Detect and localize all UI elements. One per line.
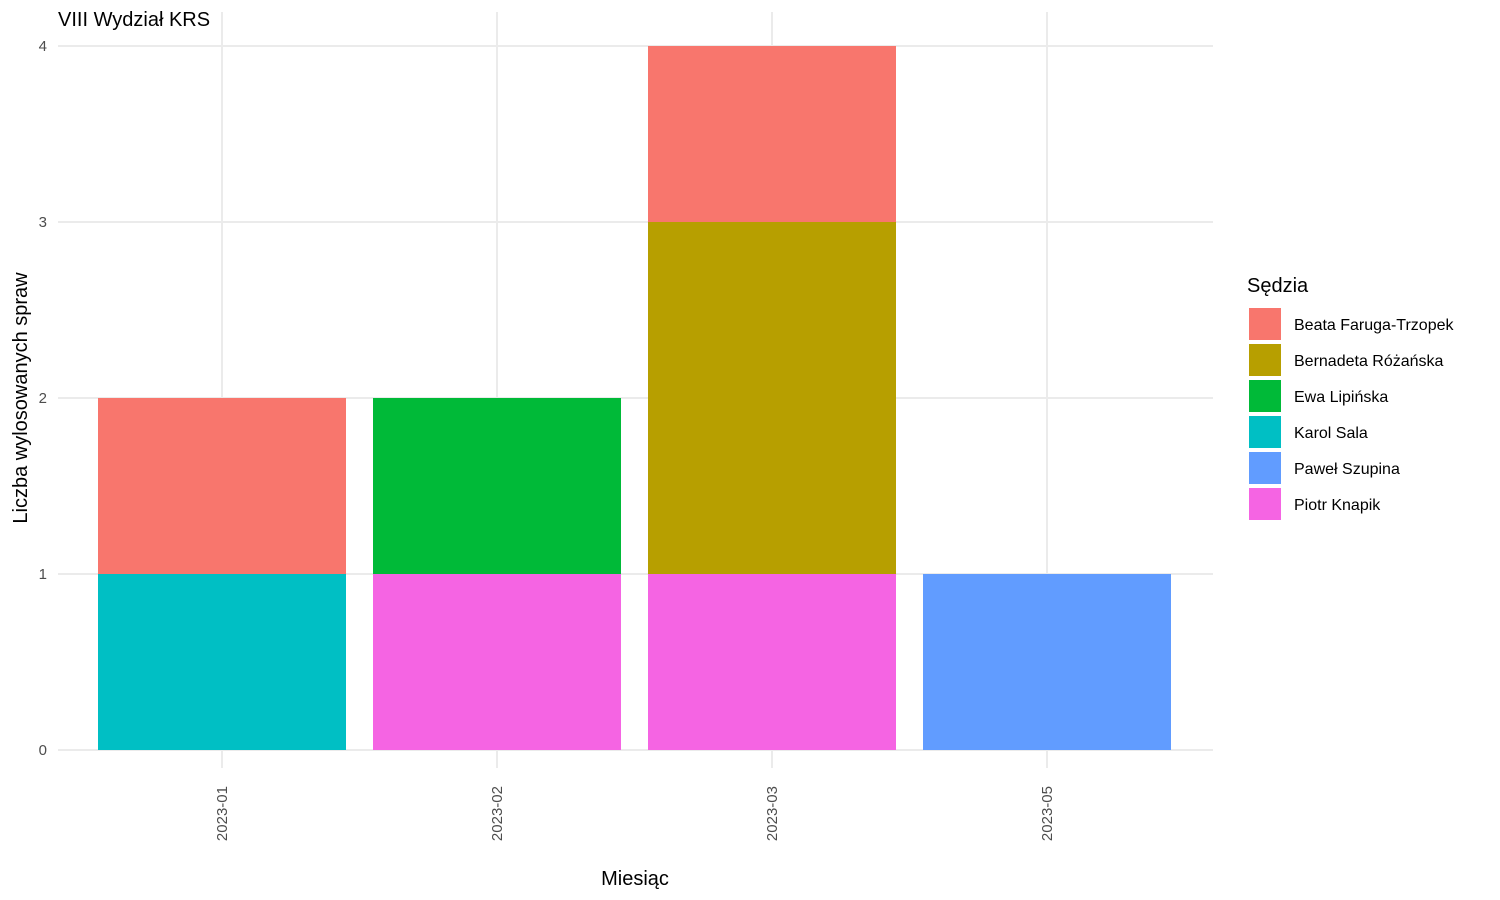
- x-axis-title: Miesiąc: [601, 868, 669, 890]
- y-tick-label: 3: [39, 214, 47, 231]
- legend-label: Paweł Szupina: [1294, 461, 1400, 478]
- legend-swatch: [1249, 416, 1281, 448]
- legend-label: Beata Faruga-Trzopek: [1294, 317, 1454, 334]
- bar-2023-03-1: [648, 46, 896, 222]
- y-tick-label: 1: [39, 566, 47, 583]
- y-axis-title: Liczba wylosowanych spraw: [10, 272, 32, 524]
- legend-items: Beata Faruga-Trzopek Bernadeta Różańska Ew…: [1249, 308, 1454, 520]
- bar-2023-01-1: [98, 398, 346, 574]
- x-tick-label: 2023-02: [489, 786, 506, 841]
- x-tick-label: 2023-05: [1039, 786, 1056, 841]
- legend-swatch: [1249, 452, 1281, 484]
- bar-2023-03-2: [648, 222, 896, 574]
- bar-2023-02-6: [373, 574, 621, 750]
- bar-2023-03-6: [648, 574, 896, 750]
- y-tick-label: 4: [39, 38, 47, 55]
- bar-2023-05-5: [923, 574, 1171, 750]
- legend-label: Bernadeta Różańska: [1294, 353, 1444, 370]
- bar-2023-01-4: [98, 574, 346, 750]
- y-tick-label: 2: [39, 390, 47, 407]
- legend-label: Karol Sala: [1294, 425, 1368, 442]
- bar-2023-02-3: [373, 398, 621, 574]
- legend-swatch: [1249, 344, 1281, 376]
- x-axis-ticks: 2023-01 2023-02 2023-03 2023-05: [214, 786, 1056, 841]
- legend-label: Ewa Lipińska: [1294, 389, 1388, 406]
- legend-title: Sędzia: [1247, 275, 1309, 297]
- x-tick-label: 2023-01: [214, 786, 231, 841]
- y-axis-ticks: 0 1 2 3 4: [39, 38, 47, 759]
- legend-label: Piotr Knapik: [1294, 497, 1381, 514]
- y-tick-label: 0: [39, 742, 47, 759]
- x-tick-label: 2023-03: [764, 786, 781, 841]
- legend-swatch: [1249, 308, 1281, 340]
- legend: Sędzia Beata Faruga-Trzopek Bernadeta Róż…: [1247, 275, 1454, 520]
- legend-swatch: [1249, 488, 1281, 520]
- legend-swatch: [1249, 380, 1281, 412]
- chart-title: VIII Wydział KRS: [58, 9, 210, 31]
